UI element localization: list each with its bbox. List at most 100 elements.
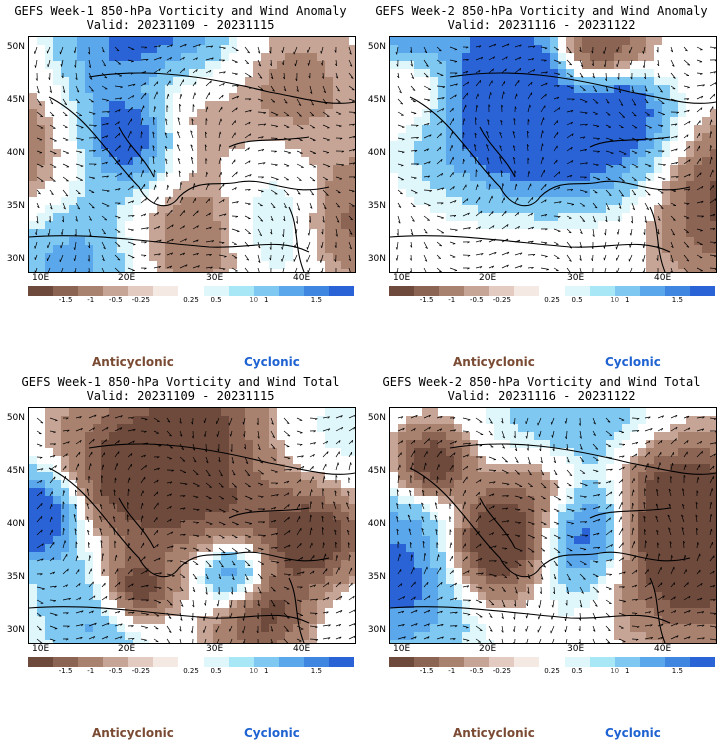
colorbar-swatch xyxy=(539,657,565,667)
lat-label: 45N xyxy=(367,466,386,476)
lat-label: 30N xyxy=(6,625,25,635)
colorbar xyxy=(389,286,716,296)
lon-label: 10E xyxy=(32,273,50,283)
colorbar-tick-label: 0.25 xyxy=(544,296,560,304)
colorbar-swatch xyxy=(253,657,279,667)
lon-label: 10E xyxy=(393,644,411,654)
colorbar-swatch xyxy=(103,657,129,667)
colorbar-tick-label: -0.5 xyxy=(108,667,123,675)
lon-label: 30E xyxy=(206,273,224,283)
colorbar-tick-label: 1 xyxy=(624,667,630,675)
vorticity-map xyxy=(28,36,356,273)
colorbar-swatch xyxy=(614,286,640,296)
lat-label: 40N xyxy=(6,519,25,529)
lon-label: 20E xyxy=(479,273,497,283)
colorbar-tick-label: 0.5 xyxy=(571,296,583,304)
colorbar-tick-label: 0.25 xyxy=(183,667,199,675)
colorbar-swatch xyxy=(664,657,690,667)
lat-label: 50N xyxy=(6,413,25,423)
colorbar-swatch xyxy=(328,286,355,296)
colorbar-tick-label: -0.25 xyxy=(492,667,511,675)
colorbar-swatch xyxy=(689,286,716,296)
colorbar-scale-mark: 10 xyxy=(249,296,259,304)
colorbar-swatch xyxy=(203,657,229,667)
lat-label: 45N xyxy=(6,466,25,476)
colorbar-swatch xyxy=(514,286,540,296)
colorbar-swatch xyxy=(489,286,515,296)
colorbar-tick-label: 1.5 xyxy=(671,296,683,304)
colorbar-swatch xyxy=(153,286,179,296)
lon-label: 40E xyxy=(293,644,311,654)
colorbar-tick-label: -1.5 xyxy=(58,296,73,304)
colorbar-tick-label: -1.5 xyxy=(419,667,434,675)
legend-cyclonic: Cyclonic xyxy=(605,726,661,740)
legend-anticyclonic: Anticyclonic xyxy=(453,355,535,369)
colorbar xyxy=(28,286,355,296)
colorbar-tick-label: -0.25 xyxy=(492,296,511,304)
colorbar-swatch xyxy=(439,657,465,667)
lat-label: 30N xyxy=(367,625,386,635)
lon-label: 30E xyxy=(567,273,585,283)
lat-label: 30N xyxy=(367,254,386,264)
colorbar-scale-mark: 10 xyxy=(610,667,620,675)
colorbar xyxy=(389,657,716,667)
lat-label: 50N xyxy=(367,42,386,52)
colorbar-tick-label: 0.25 xyxy=(183,296,199,304)
vorticity-map xyxy=(28,407,356,644)
lon-label: 30E xyxy=(567,644,585,654)
colorbar-swatch xyxy=(514,657,540,667)
colorbar-swatch xyxy=(128,657,154,667)
lon-label: 40E xyxy=(293,273,311,283)
lat-label: 35N xyxy=(6,572,25,582)
colorbar-tick-label: -1 xyxy=(87,667,95,675)
colorbar-swatch xyxy=(278,286,304,296)
lat-label: 40N xyxy=(6,148,25,158)
colorbar-swatch xyxy=(389,657,415,667)
colorbar-tick-label: 1 xyxy=(624,296,630,304)
panel-week1-total: GEFS Week-1 850-hPa Vorticity and Wind T… xyxy=(0,371,361,742)
colorbar-swatch xyxy=(28,657,54,667)
colorbar-swatch xyxy=(414,286,440,296)
colorbar-tick-label: -0.5 xyxy=(469,667,484,675)
lat-label: 45N xyxy=(367,95,386,105)
colorbar-swatch xyxy=(28,286,54,296)
lon-label: 20E xyxy=(118,644,136,654)
colorbar-tick-label: 0.5 xyxy=(210,296,222,304)
colorbar-tick-label: 1 xyxy=(263,296,269,304)
colorbar-tick-label: -0.5 xyxy=(108,296,123,304)
colorbar-swatch xyxy=(103,286,129,296)
colorbar-swatch xyxy=(589,657,615,667)
colorbar-swatch xyxy=(153,657,179,667)
colorbar-swatch xyxy=(564,657,590,667)
colorbar-tick-label: -1 xyxy=(448,296,456,304)
colorbar-tick-label: -0.25 xyxy=(131,667,150,675)
panel-valid-dates: Valid: 20231116 - 20231122 xyxy=(447,18,636,32)
colorbar-tick-label: 1.5 xyxy=(310,296,322,304)
panel-title: GEFS Week-1 850-hPa Vorticity and Wind T… xyxy=(21,375,340,389)
colorbar-swatch xyxy=(539,286,565,296)
colorbar-tick-label: 0.5 xyxy=(571,667,583,675)
colorbar-swatch xyxy=(53,286,79,296)
colorbar-swatch xyxy=(589,286,615,296)
legend-cyclonic: Cyclonic xyxy=(605,355,661,369)
colorbar-swatch xyxy=(278,657,304,667)
panel-valid-dates: Valid: 20231116 - 20231122 xyxy=(447,389,636,403)
colorbar-tick-label: -1.5 xyxy=(419,296,434,304)
colorbar-swatch xyxy=(564,286,590,296)
colorbar-tick-label: 0.5 xyxy=(210,667,222,675)
colorbar-swatch xyxy=(664,286,690,296)
panel-week1-anomaly: GEFS Week-1 850-hPa Vorticity and Wind A… xyxy=(0,0,361,371)
colorbar-scale-mark: 10 xyxy=(610,296,620,304)
lat-label: 40N xyxy=(367,148,386,158)
panel-valid-dates: Valid: 20231109 - 20231115 xyxy=(86,18,275,32)
lat-label: 45N xyxy=(6,95,25,105)
colorbar-swatch xyxy=(639,286,665,296)
panel-valid-dates: Valid: 20231109 - 20231115 xyxy=(86,389,275,403)
lat-label: 50N xyxy=(6,42,25,52)
vorticity-map xyxy=(389,36,717,273)
legend-cyclonic: Cyclonic xyxy=(244,355,300,369)
colorbar-swatch xyxy=(389,286,415,296)
legend-cyclonic: Cyclonic xyxy=(244,726,300,740)
legend-anticyclonic: Anticyclonic xyxy=(453,726,535,740)
colorbar-swatch xyxy=(78,657,104,667)
